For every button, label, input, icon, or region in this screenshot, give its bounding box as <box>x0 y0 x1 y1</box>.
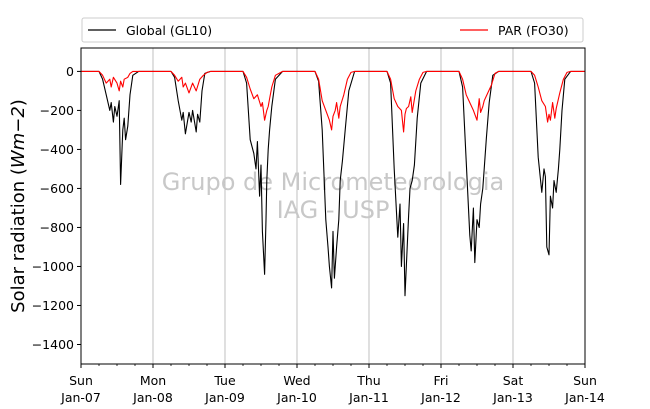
y-tick-label: −1200 <box>32 298 74 313</box>
y-tick-label: −1000 <box>32 259 74 274</box>
watermark-line-2: IAG - USP <box>277 196 390 224</box>
y-axis: 0 −200 −400 −600 −800 −1000 −1200 −1400 <box>32 64 81 352</box>
x-tick-date: Jan-12 <box>420 390 461 405</box>
y-tick-label: −600 <box>40 181 74 196</box>
y-tick-label: −1400 <box>32 337 74 352</box>
series-line-par <box>81 70 585 133</box>
x-tick-date: Jan-13 <box>492 390 533 405</box>
x-tick-weekday: Fri <box>434 373 449 388</box>
x-tick-weekday: Sun <box>69 373 93 388</box>
legend-label-par: PAR (FO30) <box>498 23 569 38</box>
x-axis: Sun Jan-07 Mon Jan-08 Tue Jan-09 Wed Jan-10 Thu J… <box>60 364 605 405</box>
y-tick-label: −800 <box>40 220 74 235</box>
watermark-line-1: Grupo de Micrometeorologia <box>162 168 504 196</box>
x-tick-date: Jan-10 <box>276 390 317 405</box>
legend-box <box>81 17 584 43</box>
series-layer <box>81 70 585 297</box>
y-axis-label-text: Solar radiation ( <box>8 168 29 313</box>
legend-label-global: Global (GL10) <box>126 23 212 38</box>
x-tick-weekday: Sat <box>503 373 524 388</box>
grid-lines <box>152 48 514 364</box>
x-tick-weekday: Wed <box>283 373 310 388</box>
y-axis-label: Solar radiation (Wm−2) <box>8 99 29 313</box>
y-axis-label-exponent: −2 <box>8 106 29 133</box>
x-tick-weekday: Mon <box>140 373 166 388</box>
y-tick-label: 0 <box>66 64 74 79</box>
x-tick-date: Jan-08 <box>132 390 173 405</box>
series-line-global <box>81 70 585 297</box>
x-tick-weekday: Sun <box>573 373 597 388</box>
legend: Global (GL10) PAR (FO30) <box>81 17 584 43</box>
watermark: Grupo de Micrometeorologia IAG - USP <box>162 168 504 224</box>
y-axis-label-close: ) <box>8 99 29 106</box>
x-tick-weekday: Thu <box>356 373 380 388</box>
y-tick-label: −400 <box>40 142 74 157</box>
y-axis-label-unit: Wm <box>8 133 29 168</box>
x-tick-date: Jan-11 <box>348 390 389 405</box>
x-tick-date: Jan-07 <box>60 390 101 405</box>
y-tick-label: −200 <box>40 103 74 118</box>
x-tick-date: Jan-14 <box>564 390 605 405</box>
x-tick-date: Jan-09 <box>204 390 245 405</box>
x-tick-weekday: Tue <box>213 373 236 388</box>
